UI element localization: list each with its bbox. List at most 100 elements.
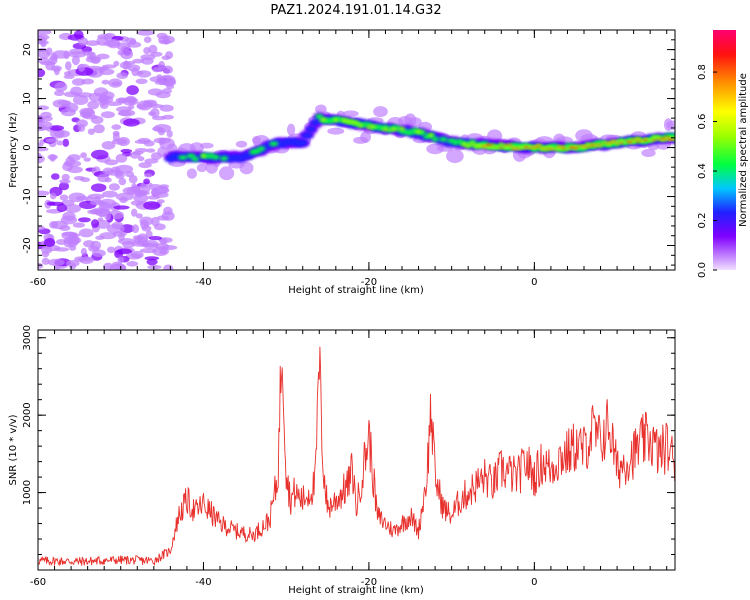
y-tick-label: 20 bbox=[22, 43, 33, 56]
noise-speck bbox=[65, 102, 79, 113]
snr-panel: -60 -40 -20 0 1000 2000 3000 Height of straigh… bbox=[8, 325, 676, 596]
ridge-blob bbox=[414, 129, 423, 134]
x-tick-label: 0 bbox=[531, 577, 537, 588]
x-tick-label: -60 bbox=[30, 277, 46, 288]
noise-speck bbox=[137, 70, 144, 75]
ridge-blob bbox=[191, 156, 200, 162]
snr-frame bbox=[37, 329, 676, 571]
y-tick-label: -10 bbox=[22, 188, 33, 204]
noise-speck bbox=[150, 107, 160, 118]
ridge-blob bbox=[357, 123, 364, 128]
noise-speck bbox=[77, 37, 89, 46]
noise-speck bbox=[38, 68, 46, 78]
noise-speck bbox=[38, 40, 49, 45]
ridge-blob bbox=[594, 143, 599, 146]
ridge-blob bbox=[178, 155, 188, 161]
noise-speck bbox=[166, 84, 175, 90]
noise-speck bbox=[126, 261, 139, 267]
ridge-blob bbox=[428, 133, 434, 137]
spectrogram-x-label: Height of straight line (km) bbox=[288, 285, 424, 296]
noise-speck bbox=[38, 105, 49, 111]
noise-speck bbox=[157, 215, 169, 221]
colorbar-tick-label: 0.2 bbox=[697, 213, 708, 229]
noise-speck bbox=[40, 61, 56, 66]
ridge-halo bbox=[235, 140, 248, 148]
colorbar-gradient bbox=[713, 30, 736, 270]
noise-speck bbox=[62, 211, 76, 222]
ridge-blob bbox=[585, 145, 591, 148]
ridge-halo bbox=[641, 149, 656, 157]
noise-speck bbox=[58, 182, 70, 191]
y-tick-label: 3000 bbox=[22, 325, 33, 350]
colorbar-tick-label: 0.4 bbox=[697, 163, 708, 179]
noise-speck bbox=[98, 98, 106, 107]
noise-speck bbox=[81, 78, 94, 85]
spectrogram-ticks: -60 -40 -20 0 -20 -10 0 10 20 bbox=[22, 29, 675, 288]
noise-speck bbox=[91, 183, 107, 192]
noise-speck bbox=[139, 248, 158, 254]
noise-speck bbox=[101, 79, 110, 85]
x-tick-label: -20 bbox=[361, 277, 377, 288]
ridge-blob bbox=[469, 142, 476, 146]
noise-speck bbox=[132, 235, 142, 240]
noise-speck bbox=[50, 192, 57, 200]
noise-speck bbox=[62, 138, 70, 147]
noise-speck bbox=[56, 204, 68, 212]
ridge-halo bbox=[446, 149, 464, 164]
x-tick-label: -40 bbox=[195, 577, 211, 588]
noise-speck bbox=[115, 97, 129, 104]
ridge-blob bbox=[545, 148, 549, 151]
noise-speck bbox=[91, 149, 109, 160]
noise-speck bbox=[142, 101, 158, 107]
ridge-halo bbox=[360, 131, 371, 143]
noise-speck bbox=[119, 196, 128, 203]
y-tick-label: 0 bbox=[22, 144, 33, 150]
noise-speck bbox=[117, 111, 132, 116]
ridge-blob bbox=[320, 117, 327, 122]
noise-speck bbox=[128, 175, 138, 184]
ridge-blob bbox=[660, 137, 665, 139]
noise-speck bbox=[163, 206, 173, 216]
ridge-blob bbox=[651, 139, 657, 142]
noise-speck bbox=[51, 173, 60, 180]
noise-speck bbox=[69, 48, 84, 55]
noise-speck bbox=[132, 58, 145, 64]
spectrogram-panel: -60 -40 -20 0 -20 -10 0 10 20 Height of straight… bbox=[8, 29, 676, 296]
noise-speck bbox=[90, 209, 101, 215]
noise-speck bbox=[80, 152, 87, 159]
noise-speck bbox=[159, 238, 168, 245]
noise-speck bbox=[163, 264, 174, 270]
ridge-blob bbox=[201, 154, 206, 158]
noise-speck bbox=[54, 90, 65, 97]
ridge-blob bbox=[627, 141, 632, 143]
noise-speck bbox=[54, 82, 68, 92]
x-tick-label: 0 bbox=[531, 277, 537, 288]
noise-speck bbox=[139, 216, 154, 226]
noise-speck bbox=[131, 208, 138, 217]
ridge-blob bbox=[635, 137, 641, 140]
ridge-blob bbox=[491, 143, 495, 146]
noise-speck bbox=[156, 199, 165, 204]
spectrogram-y-label: Frequency (Hz) bbox=[8, 112, 19, 188]
noise-speck bbox=[146, 258, 158, 266]
ridge-blob bbox=[560, 145, 566, 148]
noise-speck bbox=[133, 193, 149, 203]
ridge-blob bbox=[531, 146, 538, 149]
noise-speck bbox=[79, 256, 94, 265]
noise-speck bbox=[159, 249, 167, 255]
noise-speck bbox=[122, 241, 135, 249]
noise-speck bbox=[143, 201, 161, 210]
noise-speck bbox=[96, 53, 110, 60]
ridge-blob bbox=[656, 138, 661, 141]
noise-speck bbox=[49, 154, 56, 162]
ridge-blob bbox=[573, 146, 579, 149]
ridge-halo bbox=[186, 168, 197, 179]
noise-speck bbox=[43, 238, 56, 247]
ridge-halo bbox=[327, 127, 345, 135]
noise-speck bbox=[160, 245, 178, 251]
ridge-blob bbox=[548, 147, 554, 150]
ridge-blob bbox=[503, 143, 507, 146]
noise-speck bbox=[108, 183, 120, 191]
noise-speck bbox=[93, 124, 105, 134]
noise-speck bbox=[131, 67, 139, 77]
